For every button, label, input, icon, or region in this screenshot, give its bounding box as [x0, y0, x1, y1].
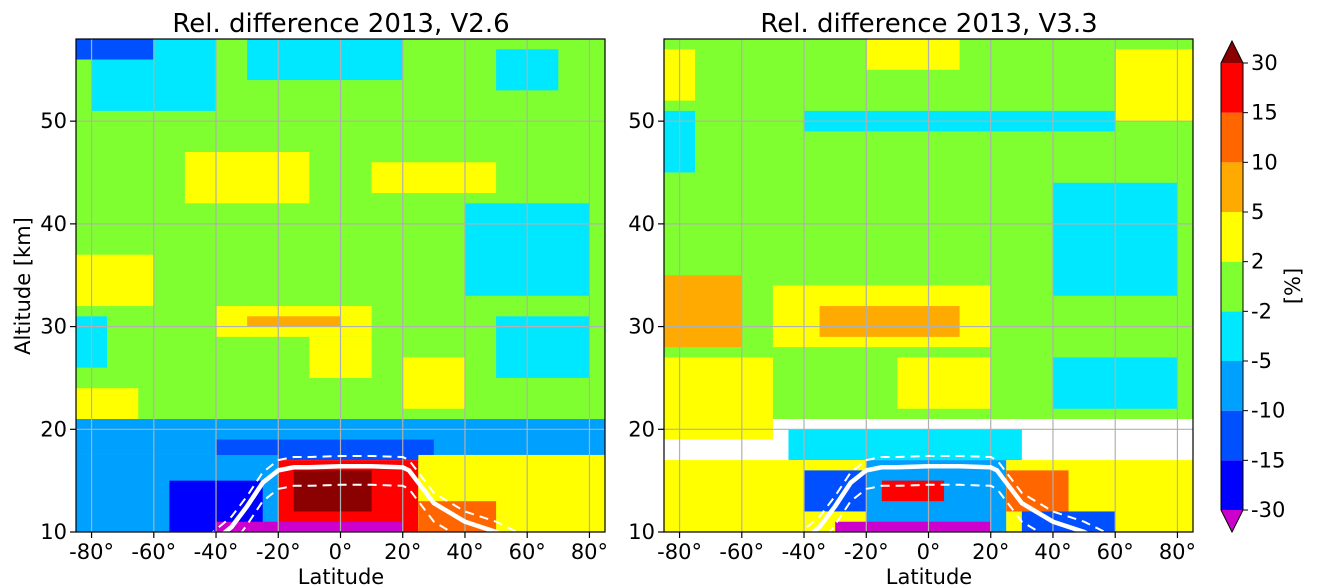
colorbar-label: [%]	[1281, 268, 1305, 304]
x-tick-label: 40°	[446, 540, 483, 564]
y-tick-label: 40	[628, 212, 655, 236]
x-tick-label: 80°	[1159, 540, 1196, 564]
heatmap-cell	[897, 357, 991, 409]
heatmap-cell	[293, 470, 372, 512]
x-tick-label: 0°	[917, 540, 941, 564]
x-tick-label: 0°	[329, 540, 353, 564]
colorbar-segment	[1221, 63, 1243, 113]
plot-area	[664, 39, 1193, 532]
colorbar-tick-label: -10	[1251, 399, 1285, 423]
y-tick-label: 20	[628, 417, 655, 441]
colorbar-tick-label: 2	[1251, 250, 1264, 274]
x-axis-label: Latitude	[886, 565, 972, 587]
panel-v33: Rel. difference 2013, V3.3 Latitude -80°…	[628, 9, 1196, 587]
colorbar-segment	[1221, 112, 1243, 163]
heatmap-cell	[247, 316, 341, 327]
y-tick-label: 30	[628, 315, 655, 339]
colorbar-segment	[1221, 311, 1243, 361]
tropopause-line	[809, 464, 1090, 532]
colorbar: [%] -30 -15 -10 -5 -2 2 5 10 15 30	[1220, 39, 1305, 534]
x-tick-label: 60°	[509, 540, 546, 564]
colorbar-segment	[1221, 162, 1243, 212]
heatmap-cell	[496, 316, 590, 378]
colorbar-segment	[1221, 361, 1243, 411]
colorbar-under-arrow	[1221, 510, 1243, 532]
x-tick-label: -20°	[256, 540, 301, 564]
chart-title: Rel. difference 2013, V3.3	[760, 9, 1097, 39]
heatmap-cell	[402, 357, 465, 409]
x-tick-label: -60°	[131, 540, 176, 564]
heatmap-cell	[1115, 49, 1193, 122]
colorbar-tick-label: -2	[1251, 299, 1272, 323]
heatmap-cell	[76, 254, 154, 307]
panel-v26: Rel. difference 2013, V2.6 Latitude Alti…	[11, 9, 608, 587]
x-tick-label: -60°	[719, 540, 764, 564]
colorbar-tick-label: 5	[1251, 200, 1264, 224]
heatmap-cell	[866, 39, 960, 70]
colorbar-tick-label: -5	[1251, 349, 1272, 373]
heatmap-cell	[184, 151, 310, 204]
heatmap-cell	[835, 521, 991, 532]
colorbar-segment	[1221, 261, 1243, 312]
x-tick-label: -80°	[657, 540, 702, 564]
heatmap-cell	[664, 357, 773, 440]
heatmap-cell	[1006, 470, 1069, 512]
colorbar-segment	[1221, 410, 1243, 461]
x-axis-label: Latitude	[298, 565, 384, 587]
heatmap-cell	[247, 39, 403, 81]
x-tick-label: 80°	[571, 540, 608, 564]
heatmap-cell	[76, 388, 139, 420]
heatmap-cell	[819, 306, 960, 337]
colorbar-tick-label: 10	[1251, 150, 1278, 174]
x-tick-label: -40°	[194, 540, 239, 564]
colorbar-segment	[1221, 212, 1243, 262]
heatmap-cell	[216, 521, 403, 532]
tropopause-lower-dashed	[240, 483, 454, 532]
heatmap-cell	[76, 39, 154, 60]
x-tick-label: -80°	[69, 540, 114, 564]
y-tick-label: 50	[628, 109, 655, 133]
colorbar-tick-label: -15	[1251, 448, 1285, 472]
x-tick-label: -40°	[782, 540, 827, 564]
tropopause-lower-dashed	[828, 483, 1042, 532]
tropopause-upper-dashed	[211, 455, 520, 532]
y-tick-label: 10	[628, 520, 655, 544]
heatmap-cell	[664, 275, 742, 348]
colorbar-segment	[1221, 460, 1243, 510]
colorbar-tick-label: 30	[1251, 51, 1278, 75]
x-tick-label: 20°	[972, 540, 1009, 564]
y-tick-label: 20	[40, 417, 67, 441]
y-tick-label: 30	[40, 315, 67, 339]
colorbar-over-arrow	[1221, 41, 1243, 63]
heatmap-cell	[371, 162, 497, 194]
y-tick-label: 50	[40, 109, 67, 133]
plot-area	[76, 39, 605, 532]
colorbar-tick-label: 15	[1251, 101, 1278, 125]
y-tick-label: 40	[40, 212, 67, 236]
heatmap-cell	[881, 480, 945, 502]
x-tick-label: 40°	[1034, 540, 1071, 564]
tropopause-line	[221, 464, 502, 532]
y-tick-label: 10	[40, 520, 67, 544]
x-tick-label: 20°	[384, 540, 421, 564]
tropopause-upper-dashed	[799, 455, 1108, 532]
y-axis-label: Altitude [km]	[11, 217, 35, 355]
x-tick-label: -20°	[844, 540, 889, 564]
colorbar-tick-label: -30	[1251, 498, 1285, 522]
chart-title: Rel. difference 2013, V2.6	[172, 9, 509, 39]
x-tick-label: 60°	[1097, 540, 1134, 564]
heatmap-cell	[788, 429, 1022, 461]
